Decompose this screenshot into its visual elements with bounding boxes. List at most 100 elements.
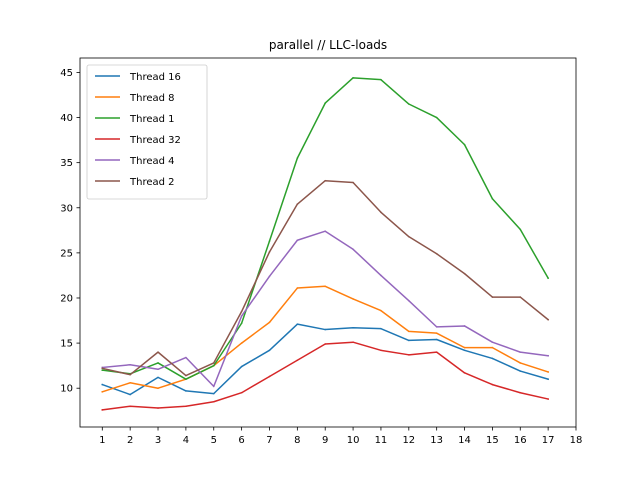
data-point — [157, 368, 159, 371]
data-point — [547, 398, 549, 400]
data-point — [185, 378, 187, 380]
data-point — [408, 235, 410, 238]
data-point — [380, 327, 382, 330]
x-tick-label: 17 — [542, 435, 555, 446]
data-point — [408, 354, 410, 356]
y-tick-label: 15 — [60, 339, 73, 350]
data-point — [380, 211, 382, 214]
legend-label: Thread 32 — [129, 135, 181, 146]
data-point — [268, 275, 271, 278]
data-point — [324, 285, 327, 288]
data-point — [129, 393, 131, 396]
data-point — [547, 371, 549, 373]
x-tick-label: 8 — [294, 435, 300, 446]
data-point — [547, 354, 549, 357]
data-point — [212, 392, 215, 395]
y-tick-label: 25 — [60, 248, 73, 259]
x-tick-label: 7 — [266, 435, 272, 446]
data-point — [101, 391, 104, 393]
data-point — [352, 248, 354, 251]
x-tick-label: 14 — [458, 435, 471, 446]
data-point — [324, 230, 327, 233]
data-point — [435, 116, 438, 119]
data-point — [324, 343, 327, 345]
data-point — [268, 251, 271, 253]
legend-box — [86, 64, 208, 200]
x-tick-label: 1 — [99, 435, 105, 446]
data-point — [296, 157, 299, 159]
x-tick-label: 4 — [183, 435, 189, 446]
data-point — [296, 359, 299, 362]
x-tick-label: 11 — [375, 435, 388, 446]
x-tick-label: 9 — [322, 435, 328, 446]
data-point — [240, 365, 243, 368]
data-point — [491, 383, 494, 386]
y-tick-label: 10 — [60, 384, 73, 395]
data-point — [519, 391, 522, 394]
data-point — [352, 341, 354, 343]
data-point — [491, 346, 494, 349]
data-point — [185, 356, 187, 359]
data-point — [491, 197, 494, 200]
data-point — [463, 272, 466, 275]
data-point — [212, 362, 215, 364]
x-tick-label: 16 — [514, 435, 527, 446]
data-point — [101, 409, 104, 411]
data-point — [491, 296, 494, 298]
data-point — [491, 357, 494, 360]
data-point — [268, 240, 271, 242]
x-tick-label: 10 — [347, 435, 360, 446]
data-point — [519, 228, 522, 231]
data-point — [547, 318, 549, 321]
data-point — [240, 342, 243, 344]
data-point — [463, 143, 466, 146]
plot-area — [101, 77, 550, 411]
data-point — [240, 322, 243, 325]
data-point — [352, 298, 354, 300]
data-point — [324, 102, 327, 104]
data-point — [129, 363, 131, 366]
data-point — [296, 239, 299, 242]
data-point — [408, 339, 410, 342]
data-point — [296, 323, 299, 325]
x-tick-label: 13 — [430, 435, 443, 446]
data-point — [408, 103, 410, 105]
axes-frame — [79, 57, 577, 428]
x-tick-label: 15 — [486, 435, 499, 446]
data-point — [101, 369, 104, 371]
data-point — [268, 375, 271, 378]
x-tick-label: 6 — [238, 435, 244, 446]
y-tick-label: 40 — [60, 113, 73, 124]
y-tick-label: 20 — [60, 293, 73, 304]
data-point — [324, 179, 327, 182]
axes: 1 2 3 4 5 6 7 8 9 10 11 12 13 14 15 16 17 181015202530354… — [60, 57, 583, 446]
data-point — [435, 326, 438, 328]
data-point — [408, 330, 410, 333]
data-point — [519, 370, 522, 372]
data-point — [296, 203, 299, 205]
data-point — [435, 332, 438, 334]
y-tick-label: 45 — [60, 68, 73, 79]
x-tick-label: 18 — [570, 435, 583, 446]
data-point — [380, 78, 382, 81]
data-point — [129, 373, 131, 376]
data-point — [240, 391, 243, 394]
data-point — [324, 328, 327, 331]
legend-label: Thread 1 — [129, 114, 175, 125]
x-tick-label: 5 — [211, 435, 217, 446]
data-point — [408, 299, 410, 302]
data-point — [129, 405, 131, 408]
data-point — [157, 362, 159, 364]
data-point — [212, 400, 215, 403]
data-point — [519, 296, 522, 298]
legend-label: Thread 16 — [129, 72, 181, 83]
data-point — [463, 346, 466, 349]
y-tick-label: 35 — [60, 158, 73, 169]
data-point — [212, 385, 215, 388]
data-point — [435, 351, 438, 353]
data-point — [101, 367, 104, 370]
legend-label: Thread 2 — [129, 177, 175, 188]
data-point — [212, 364, 215, 367]
data-point — [491, 341, 494, 343]
